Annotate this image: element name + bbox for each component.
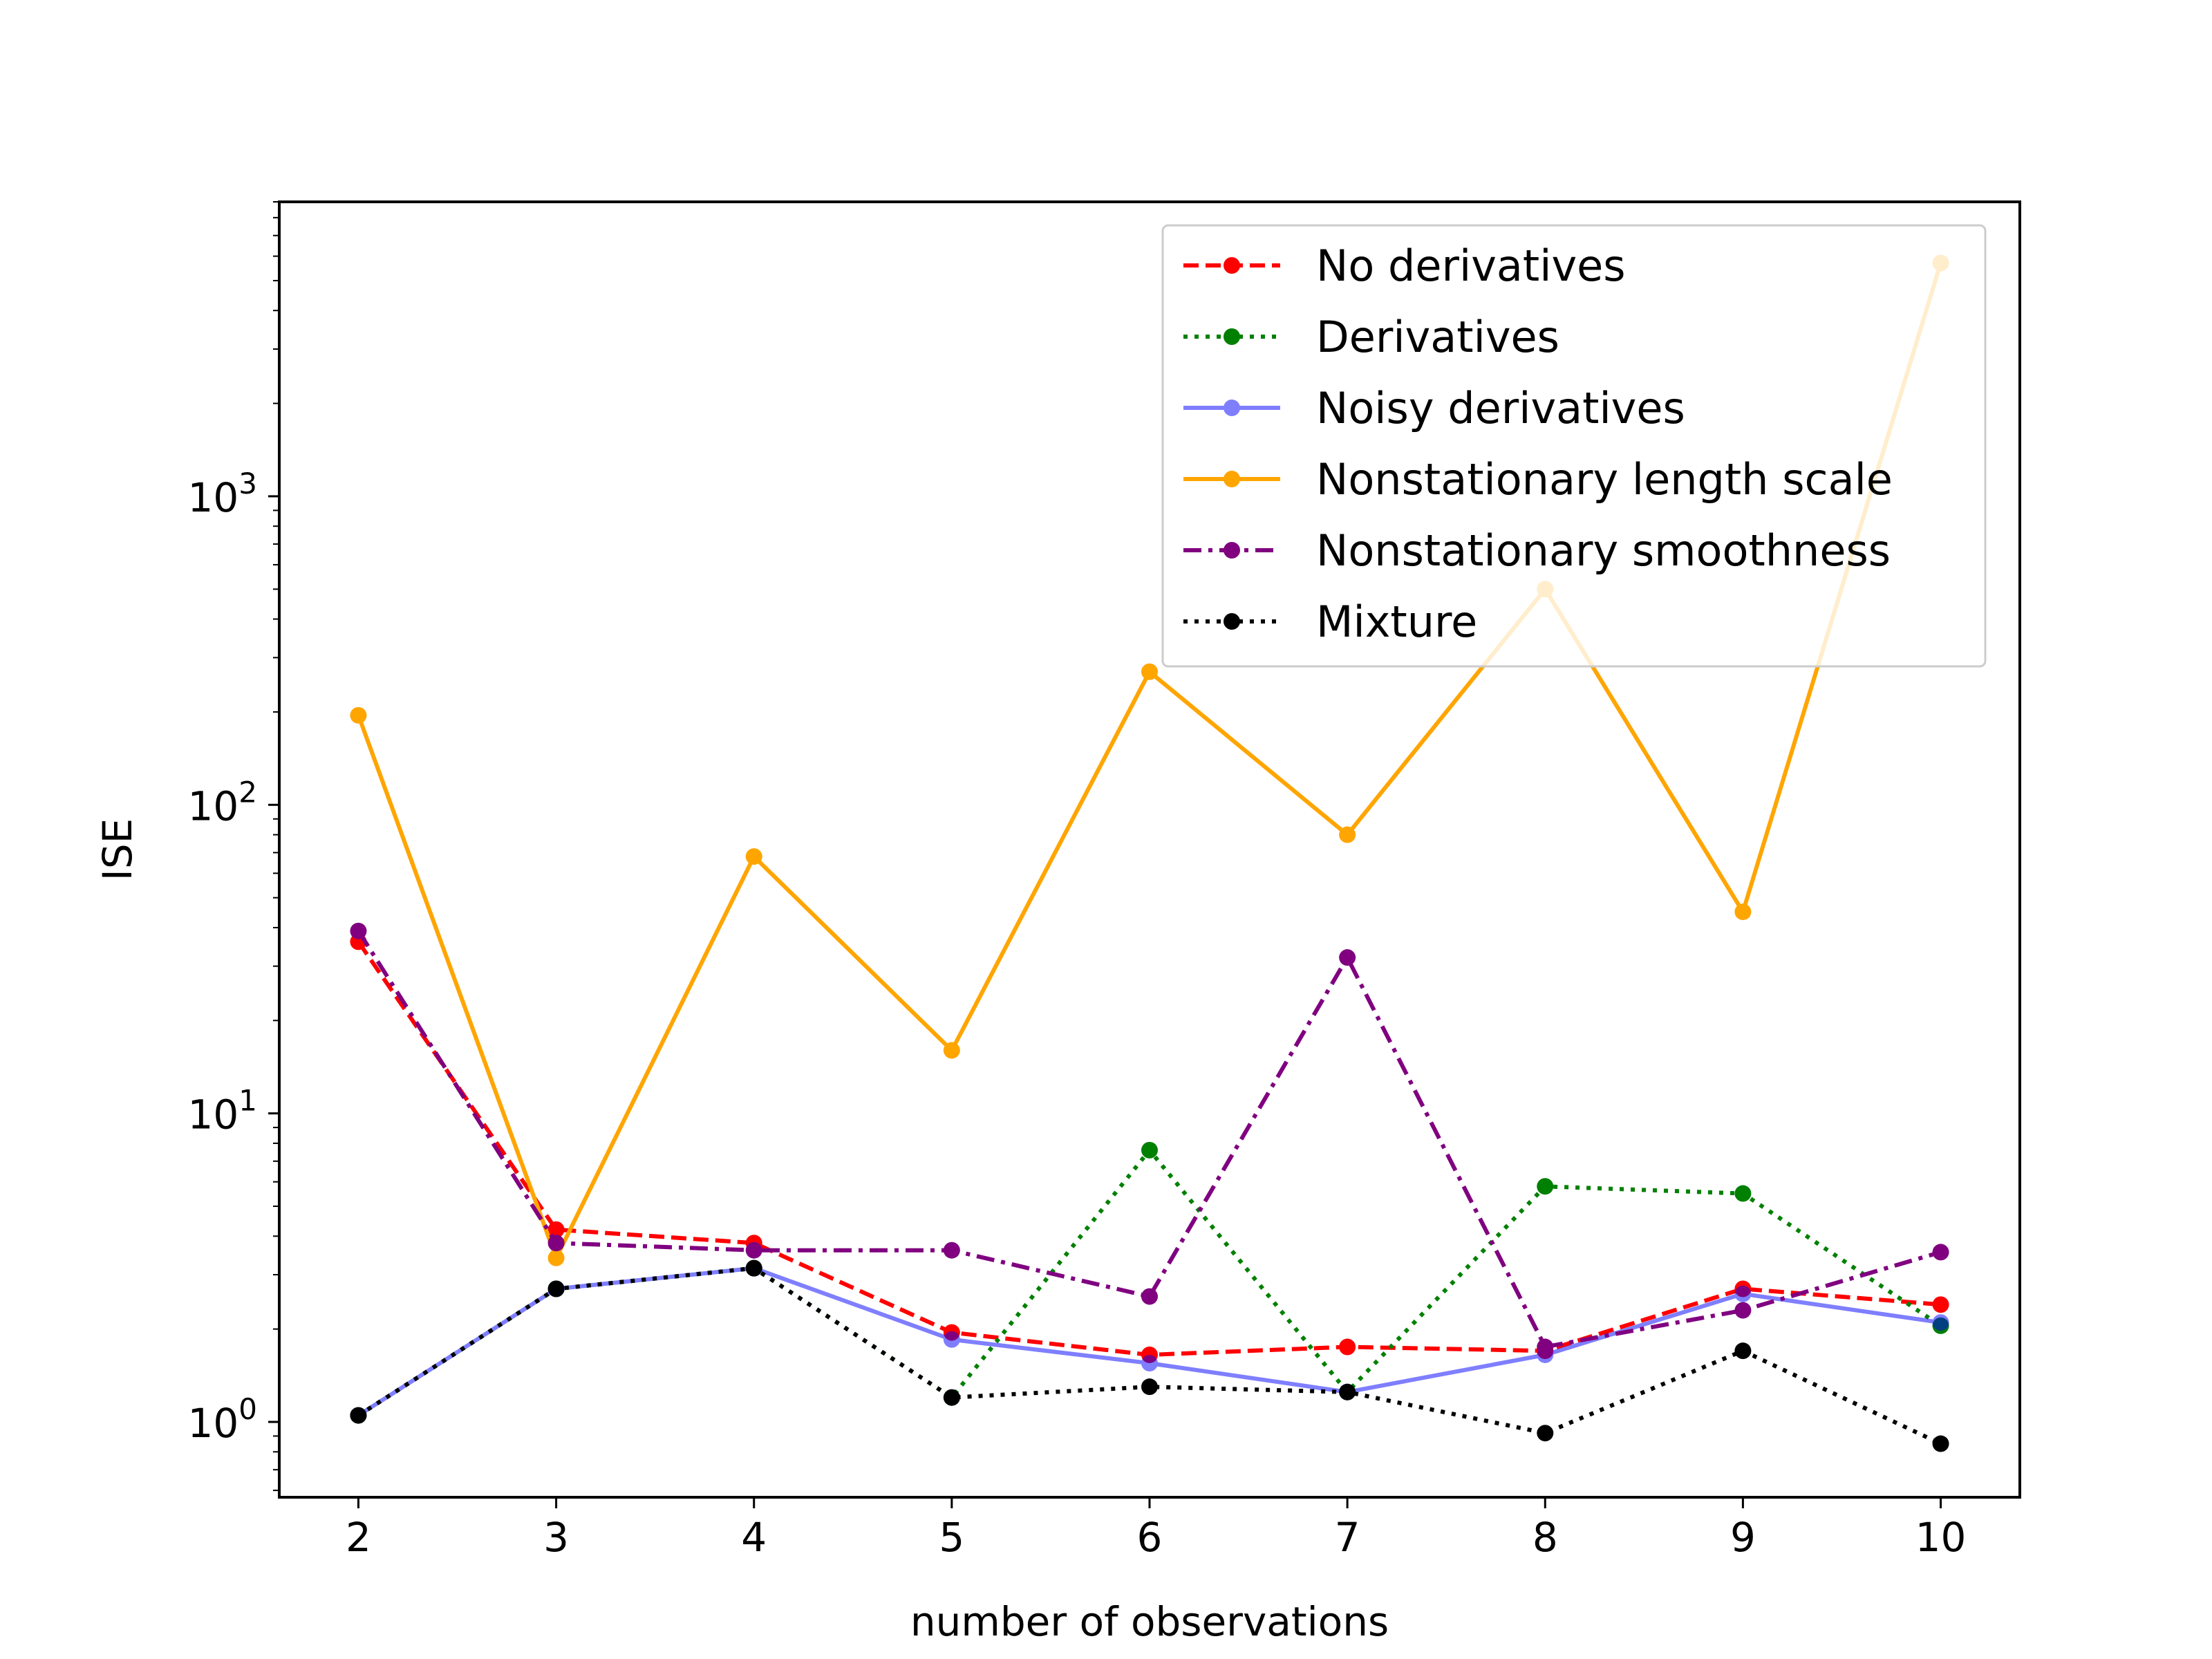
x-tick-label-0: 2: [346, 1514, 371, 1561]
data-point-1-4: [1141, 1141, 1158, 1159]
data-point-4-0: [350, 922, 367, 939]
legend: No derivatives Derivatives Noisy derivativ…: [1161, 224, 1987, 668]
data-point-4-2: [745, 1241, 762, 1259]
data-point-3-3: [943, 1042, 960, 1059]
y-axis-label: ISE: [94, 818, 141, 881]
x-tick-label-4: 6: [1137, 1514, 1163, 1561]
legend-marker-4: [1224, 542, 1240, 559]
series-layer: [350, 254, 1949, 1452]
x-tick-label-3: 5: [939, 1514, 964, 1561]
legend-entry-3: Nonstationary length scale: [1183, 454, 1893, 505]
data-point-0-1: [547, 1221, 565, 1238]
legend-label-3: Nonstationary length scale: [1316, 454, 1893, 505]
legend-entry-0: No derivatives: [1183, 241, 1626, 291]
data-point-4-6: [1537, 1338, 1554, 1356]
series-line-5: [357, 1266, 1942, 1446]
x-tick-label-6: 8: [1533, 1514, 1558, 1561]
data-point-3-1: [547, 1249, 565, 1266]
x-axis-label: number of observations: [910, 1598, 1389, 1645]
x-tick-label-8: 10: [1915, 1514, 1967, 1561]
legend-handle-2: [1183, 400, 1280, 416]
legend-handle-3: [1183, 471, 1280, 487]
data-point-3-4: [1141, 663, 1158, 680]
x-tick-label-7: 9: [1730, 1514, 1756, 1561]
series-5: [350, 1259, 1949, 1452]
y-tick-label-0: 100: [187, 1392, 257, 1447]
x-tick-label-5: 7: [1335, 1514, 1360, 1561]
x-tick-label-2: 4: [741, 1514, 767, 1561]
series-line-4: [356, 930, 1942, 1349]
y-tick-label-2: 102: [187, 775, 257, 830]
y-tick-label-3: 103: [187, 467, 257, 521]
legend-handle-4: [1183, 542, 1280, 559]
data-point-3-2: [745, 848, 762, 865]
data-point-3-0: [350, 706, 367, 724]
data-point-5-4: [1141, 1378, 1158, 1396]
legend-label-1: Derivatives: [1316, 312, 1559, 362]
legend-marker-2: [1224, 400, 1240, 416]
data-point-4-3: [943, 1241, 960, 1259]
legend-label-0: No derivatives: [1316, 241, 1626, 291]
data-point-4-8: [1932, 1244, 1949, 1261]
data-point-2-8: [1932, 1314, 1949, 1331]
x-axis: 2 3 4 5 6 7 8 9 10: [346, 1497, 1966, 1561]
data-point-1-6: [1537, 1178, 1554, 1195]
data-point-5-3: [943, 1389, 960, 1406]
legend-entry-1: Derivatives: [1183, 312, 1559, 362]
data-point-2-3: [943, 1331, 960, 1348]
data-point-1-7: [1734, 1185, 1752, 1202]
data-point-2-4: [1141, 1355, 1158, 1372]
legend-entry-4: Nonstationary smoothness: [1183, 525, 1891, 576]
data-point-5-8: [1932, 1435, 1949, 1452]
data-point-4-4: [1141, 1288, 1158, 1305]
data-point-4-5: [1339, 949, 1356, 966]
data-point-5-1: [547, 1280, 565, 1297]
data-point-3-5: [1339, 826, 1356, 843]
data-point-3-7: [1734, 903, 1752, 921]
legend-handle-5: [1183, 613, 1280, 630]
legend-box: [1161, 224, 1987, 668]
data-point-0-8: [1932, 1296, 1949, 1313]
data-point-5-7: [1734, 1342, 1752, 1360]
data-point-5-5: [1339, 1383, 1356, 1400]
data-point-5-6: [1537, 1425, 1554, 1442]
series-4: [350, 922, 1949, 1356]
legend-entry-2: Noisy derivatives: [1183, 383, 1685, 433]
data-point-4-1: [547, 1235, 565, 1252]
legend-label-5: Mixture: [1316, 597, 1477, 647]
data-point-4-7: [1734, 1302, 1752, 1319]
legend-handle-0: [1183, 257, 1280, 274]
legend-handle-1: [1183, 328, 1280, 345]
legend-marker-5: [1224, 613, 1240, 630]
data-point-5-0: [350, 1407, 367, 1424]
legend-marker-0: [1224, 257, 1240, 274]
y-tick-label-1: 101: [187, 1084, 257, 1138]
legend-label-4: Nonstationary smoothness: [1316, 525, 1891, 576]
x-tick-label-1: 3: [543, 1514, 569, 1561]
legend-marker-3: [1224, 471, 1240, 487]
legend-marker-1: [1224, 328, 1240, 345]
data-point-5-2: [745, 1259, 762, 1277]
data-point-0-5: [1339, 1338, 1356, 1356]
y-axis: 100 101 102 103: [187, 201, 279, 1492]
legend-entry-5: Mixture: [1183, 597, 1477, 647]
legend-label-2: Noisy derivatives: [1316, 383, 1685, 433]
data-point-2-7: [1734, 1285, 1752, 1302]
